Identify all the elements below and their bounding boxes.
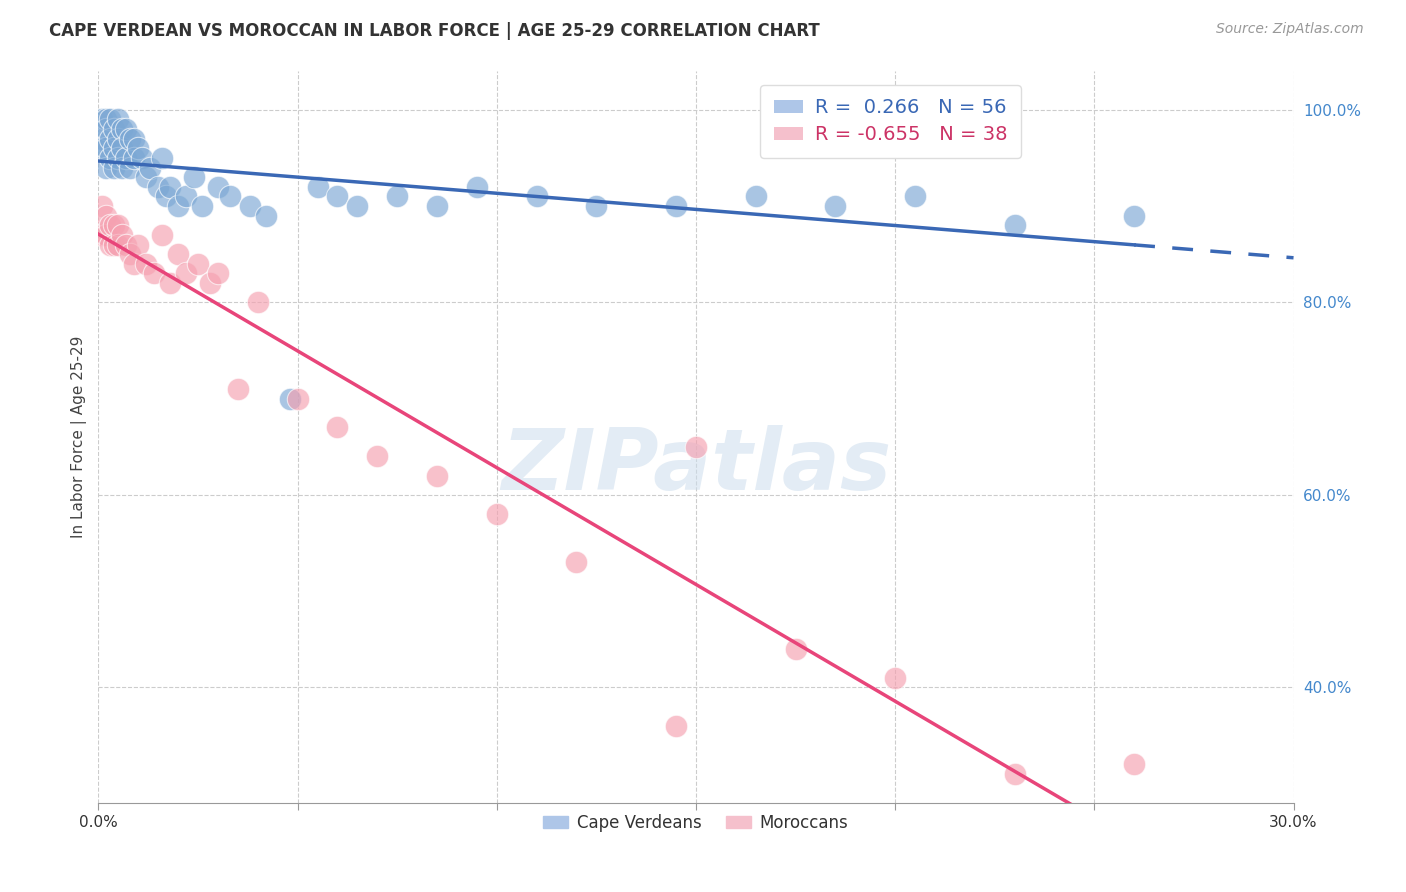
Point [1123, 209, 1146, 223]
Point [96, 209, 118, 223]
Point [107, 132, 129, 146]
Point [91, 112, 114, 127]
Point [167, 199, 190, 213]
Point [246, 295, 269, 310]
Point [207, 179, 229, 194]
Point [174, 189, 197, 203]
Point [111, 141, 134, 155]
Point [91, 141, 114, 155]
Point [107, 219, 129, 233]
Point [226, 382, 249, 396]
Point [103, 161, 125, 175]
Point [98, 237, 122, 252]
Point [307, 179, 329, 194]
Point [155, 189, 177, 203]
Point [191, 199, 214, 213]
Point [745, 189, 768, 203]
Legend: Cape Verdeans, Moroccans: Cape Verdeans, Moroccans [537, 807, 855, 838]
Point [159, 179, 181, 194]
Text: ZIPatlas: ZIPatlas [501, 425, 891, 508]
Point [120, 161, 142, 175]
Point [127, 237, 149, 252]
Point [685, 440, 707, 454]
Point [1123, 757, 1146, 772]
Point [278, 392, 301, 406]
Text: Source: ZipAtlas.com: Source: ZipAtlas.com [1216, 22, 1364, 37]
Point [135, 170, 157, 185]
Point [115, 237, 138, 252]
Point [131, 151, 153, 165]
Point [183, 170, 205, 185]
Point [187, 257, 209, 271]
Point [346, 199, 368, 213]
Point [103, 237, 125, 252]
Point [115, 151, 138, 165]
Point [148, 179, 170, 194]
Point [96, 227, 118, 242]
Point [120, 247, 142, 261]
Point [124, 151, 146, 165]
Point [254, 209, 277, 223]
Point [98, 132, 122, 146]
Point [665, 199, 688, 213]
Point [150, 151, 173, 165]
Point [174, 267, 197, 281]
Point [111, 227, 134, 242]
Point [207, 267, 229, 281]
Point [198, 276, 221, 290]
Point [326, 420, 349, 434]
Point [426, 468, 449, 483]
Point [115, 122, 138, 136]
Point [91, 199, 114, 213]
Point [143, 267, 166, 281]
Point [366, 450, 388, 464]
Point [107, 112, 129, 127]
Point [150, 227, 173, 242]
Point [96, 112, 118, 127]
Point [287, 392, 309, 406]
Point [91, 132, 114, 146]
Point [565, 555, 588, 569]
Point [385, 189, 409, 203]
Point [96, 161, 118, 175]
Text: CAPE VERDEAN VS MOROCCAN IN LABOR FORCE | AGE 25-29 CORRELATION CHART: CAPE VERDEAN VS MOROCCAN IN LABOR FORCE … [49, 22, 820, 40]
Point [239, 199, 262, 213]
Point [159, 276, 181, 290]
Point [96, 141, 118, 155]
Point [98, 151, 122, 165]
Point [526, 189, 548, 203]
Point [326, 189, 349, 203]
Point [98, 219, 122, 233]
Point [96, 122, 118, 136]
Point [167, 247, 190, 261]
Point [665, 719, 688, 733]
Point [904, 189, 927, 203]
Point [884, 671, 907, 685]
Point [111, 161, 134, 175]
Point [585, 199, 607, 213]
Point [135, 257, 157, 271]
Y-axis label: In Labor Force | Age 25-29: In Labor Force | Age 25-29 [72, 336, 87, 538]
Point [120, 132, 142, 146]
Point [103, 122, 125, 136]
Point [426, 199, 449, 213]
Point [111, 122, 134, 136]
Point [139, 161, 162, 175]
Point [824, 199, 846, 213]
Point [103, 141, 125, 155]
Point [98, 112, 122, 127]
Point [465, 179, 488, 194]
Point [107, 151, 129, 165]
Point [107, 237, 129, 252]
Point [219, 189, 242, 203]
Point [124, 132, 146, 146]
Point [485, 507, 508, 521]
Point [1004, 767, 1026, 781]
Point [127, 141, 149, 155]
Point [91, 227, 114, 242]
Point [124, 257, 146, 271]
Point [1004, 219, 1026, 233]
Point [103, 219, 125, 233]
Point [785, 641, 807, 656]
